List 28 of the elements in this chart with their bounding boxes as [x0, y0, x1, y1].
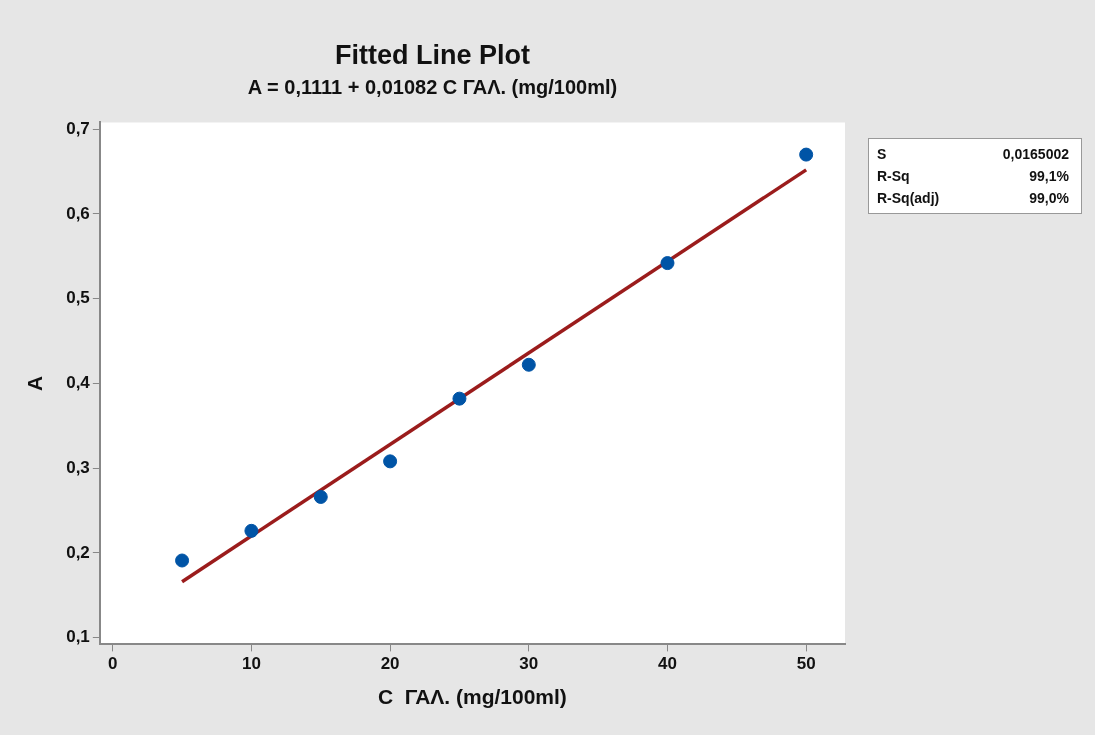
y-axis-title: A — [23, 375, 47, 391]
point — [799, 147, 814, 162]
x-tick-label: 30 — [519, 654, 539, 674]
chart-title: Fitted Line Plot — [335, 39, 530, 70]
point — [244, 523, 259, 538]
y-tick-label: 0,7 — [66, 118, 90, 138]
x-tick-label: 20 — [380, 654, 400, 674]
point — [452, 391, 467, 406]
point — [521, 357, 536, 372]
y-tick-label: 0,4 — [66, 373, 91, 393]
x-tick-label: 50 — [796, 654, 816, 674]
y-tick-label: 0,5 — [66, 288, 90, 308]
point — [383, 454, 398, 469]
text: R-Sq(adj) 99,0% — [877, 190, 1069, 206]
x-tick-label: 40 — [658, 654, 677, 674]
text: R-Sq 99,1% — [877, 168, 1069, 184]
y-tick-label: 0,1 — [66, 627, 90, 647]
point — [660, 256, 675, 271]
point — [313, 489, 328, 504]
y-tick-label: 0,3 — [66, 457, 90, 477]
point — [175, 553, 190, 568]
y-tick-label: 0,2 — [66, 542, 90, 562]
y-tick-label: 0,6 — [66, 203, 90, 223]
text: S 0,0165002 — [877, 146, 1069, 162]
x-tick-label: 0 — [108, 654, 118, 674]
x-tick-label: 10 — [241, 654, 261, 674]
chart-subtitle: A = 0,1111 + 0,01082 C ΓΑΛ. (mg/100ml) — [247, 75, 618, 98]
x-axis-title: C ΓΑΛ. (mg/100ml) — [377, 685, 567, 709]
